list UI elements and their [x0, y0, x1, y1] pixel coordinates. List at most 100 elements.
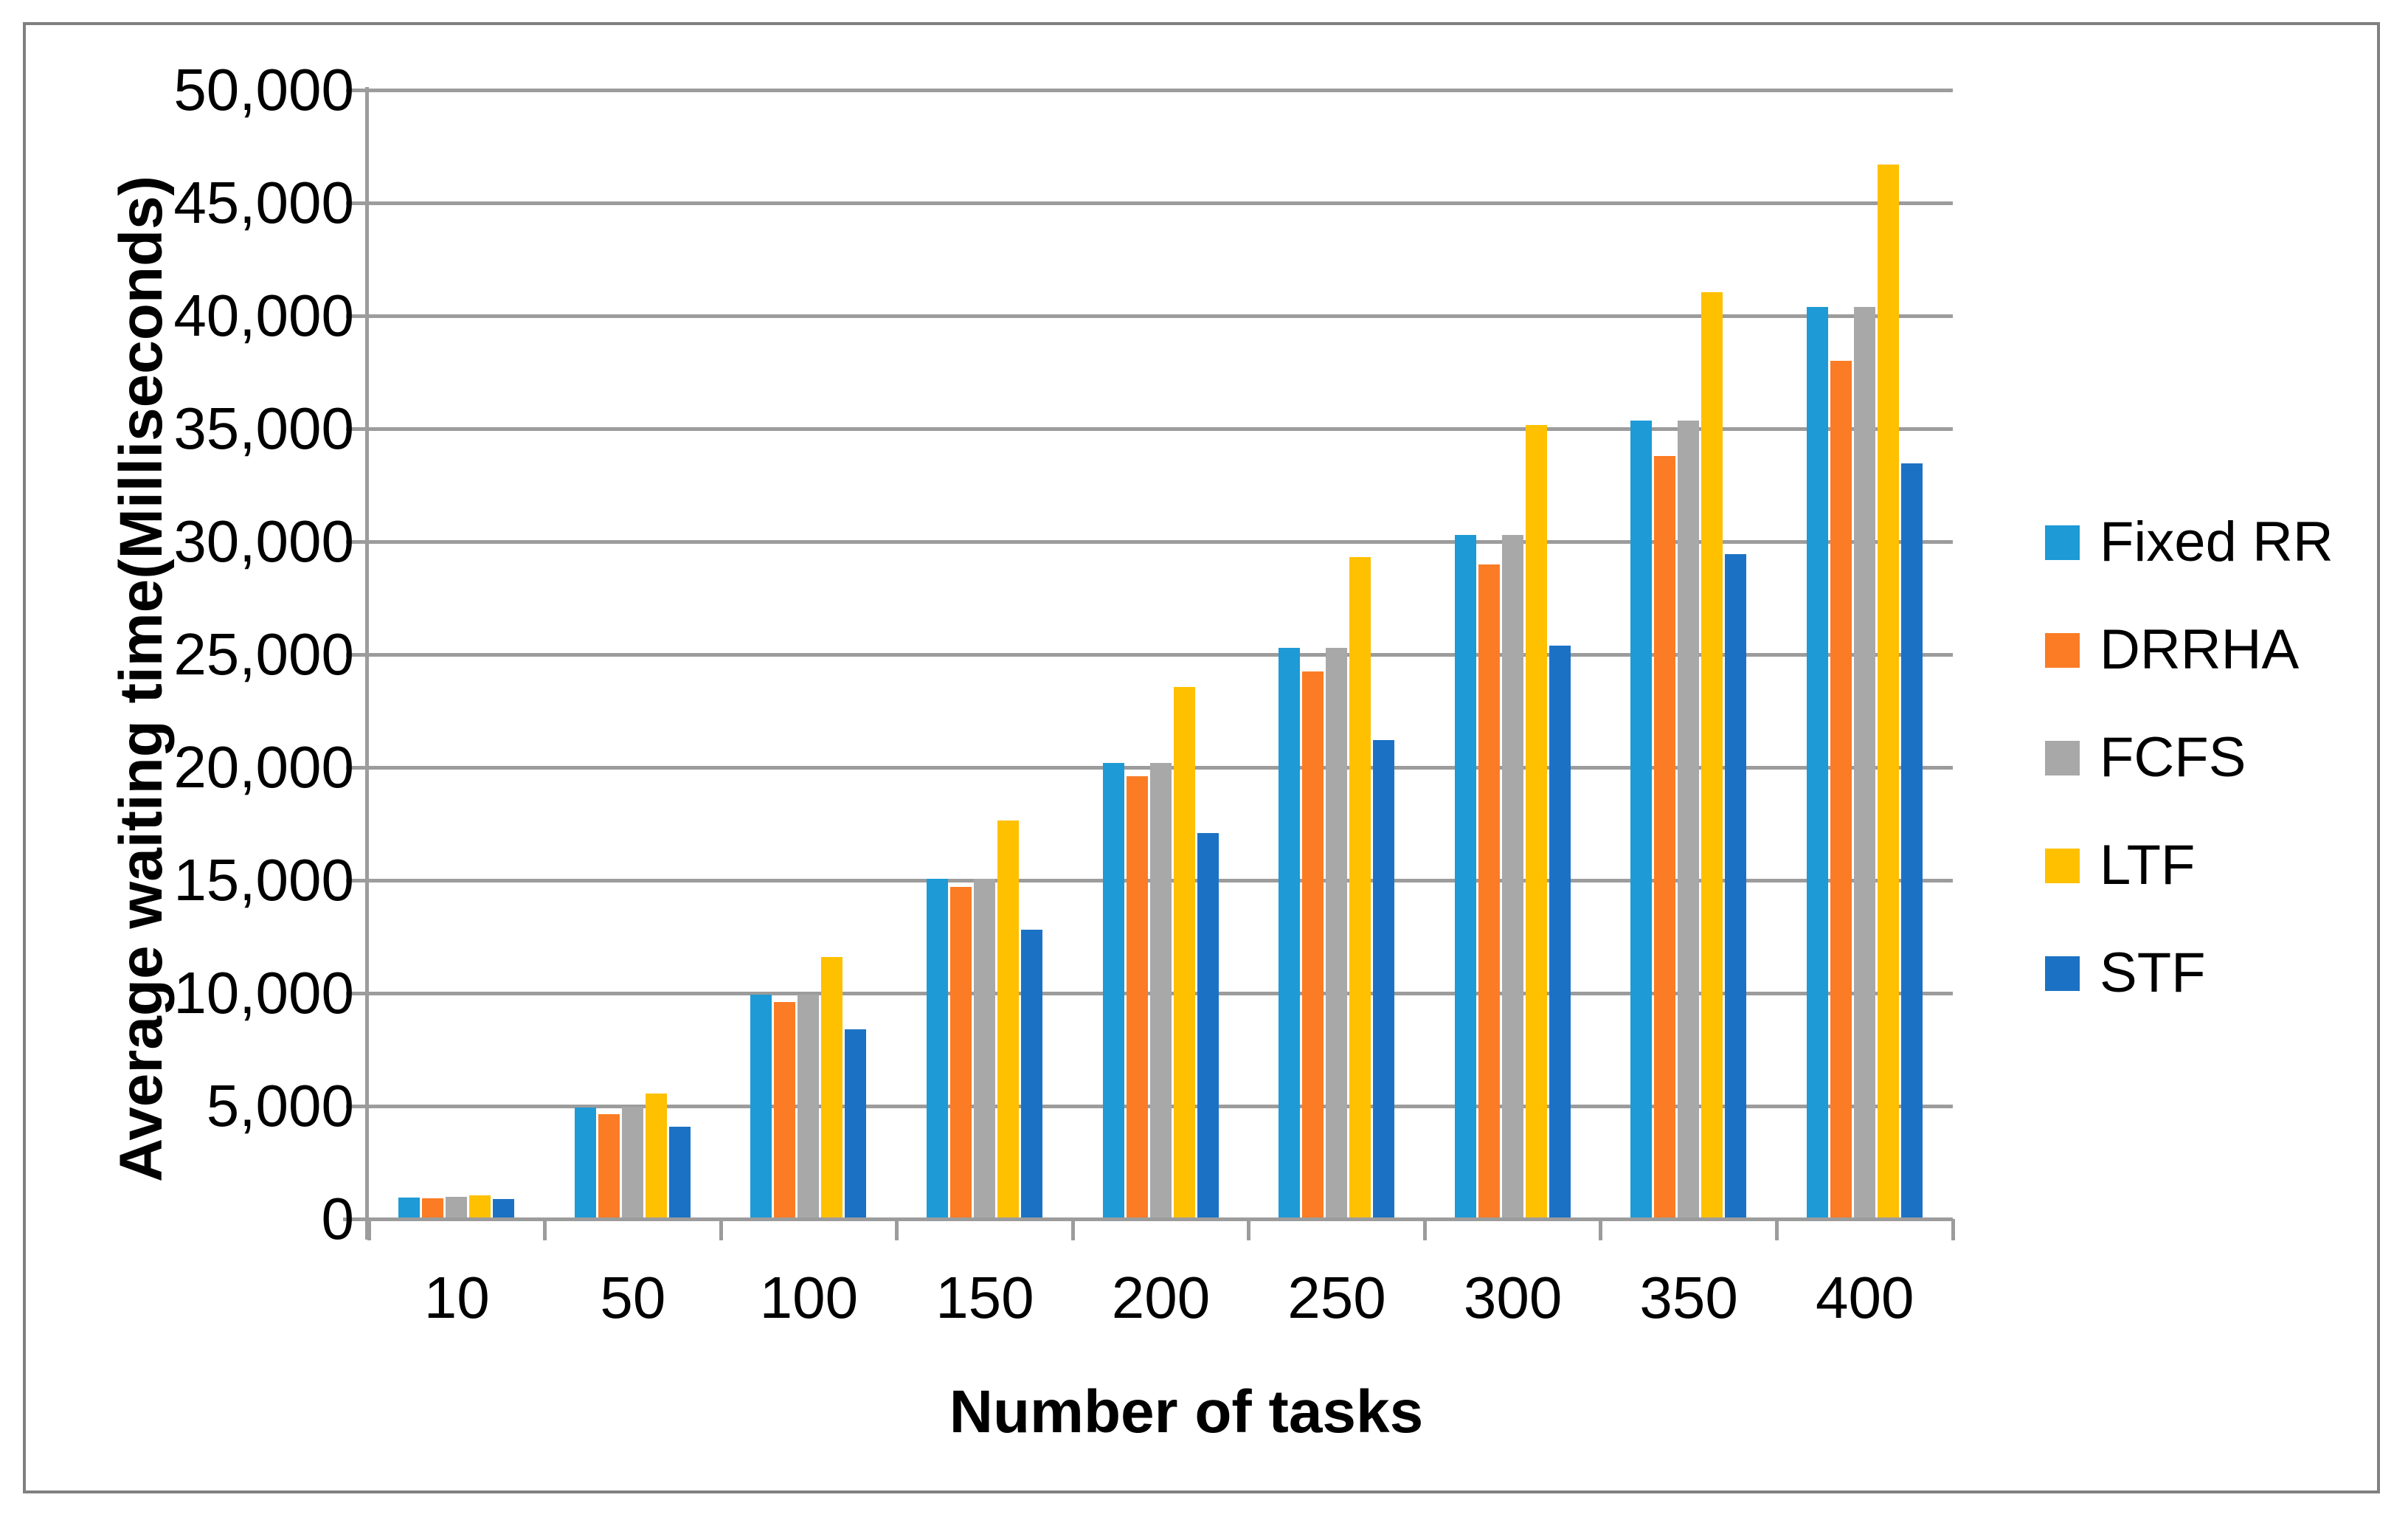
legend-swatch-ltf [2045, 848, 2080, 883]
x-tick-mark [1774, 1219, 1779, 1240]
legend-label: DRRHA [2100, 618, 2300, 681]
bar-stf-10 [493, 1199, 515, 1219]
bar-drrha-350 [1654, 455, 1676, 1219]
x-tick-label: 350 [1639, 1265, 1738, 1330]
y-tick-label: 25,000 [173, 621, 354, 687]
legend-label: FCFS [2100, 726, 2246, 789]
x-tick-label: 50 [600, 1265, 666, 1330]
y-tick-mark [346, 878, 365, 882]
y-tick-label: 35,000 [173, 395, 354, 461]
bar-drrha-150 [949, 887, 972, 1219]
bar-fixed-rr-10 [398, 1197, 421, 1219]
x-tick-mark [543, 1219, 547, 1240]
bar-drrha-250 [1302, 671, 1324, 1219]
bar-drrha-400 [1830, 361, 1852, 1219]
bar-ltf-10 [469, 1195, 491, 1219]
x-tick-label: 10 [423, 1265, 490, 1330]
x-tick-mark [1422, 1219, 1427, 1240]
gridline [369, 652, 1953, 657]
x-tick-label: 100 [759, 1265, 859, 1330]
y-tick-label: 5,000 [206, 1073, 354, 1139]
bar-stf-400 [1900, 463, 1923, 1219]
y-tick-label: 0 [321, 1186, 355, 1251]
legend-item-stf: STF [2045, 945, 2206, 1001]
x-tick-mark [895, 1219, 899, 1240]
gridline [369, 201, 1953, 205]
y-tick-label: 10,000 [173, 960, 354, 1026]
y-tick-label: 20,000 [173, 734, 354, 800]
gridline [369, 539, 1953, 544]
bar-fixed-rr-150 [926, 879, 948, 1219]
bar-fixed-rr-400 [1806, 306, 1828, 1219]
bar-ltf-100 [821, 957, 843, 1219]
x-axis-title: Number of tasks [949, 1378, 1424, 1445]
bar-fixed-rr-300 [1454, 534, 1476, 1219]
legend-item-drrha: DRRHA [2045, 622, 2299, 678]
legend-swatch-stf [2045, 956, 2080, 991]
legend-swatch-fcfs [2045, 740, 2080, 775]
bar-drrha-50 [598, 1113, 620, 1219]
legend-label: STF [2100, 942, 2206, 1004]
legend-swatch-drrha [2045, 632, 2080, 668]
bar-fixed-rr-100 [750, 994, 772, 1219]
y-tick-mark [346, 652, 365, 657]
gridline [369, 314, 1953, 318]
bar-stf-150 [1020, 930, 1042, 1219]
x-tick-label: 200 [1111, 1265, 1211, 1330]
y-tick-mark [346, 1104, 365, 1108]
y-tick-label: 40,000 [173, 283, 354, 348]
bar-fixed-rr-50 [574, 1108, 596, 1219]
bar-stf-300 [1549, 645, 1571, 1219]
y-tick-mark [346, 426, 365, 431]
bar-ltf-250 [1349, 557, 1371, 1219]
x-tick-label: 250 [1287, 1265, 1386, 1330]
bar-fcfs-150 [973, 879, 995, 1219]
bar-fcfs-50 [621, 1107, 643, 1219]
x-axis-line [343, 1217, 1953, 1221]
y-tick-label: 30,000 [173, 508, 354, 574]
x-tick-mark [1951, 1219, 1955, 1240]
bar-stf-350 [1725, 553, 1747, 1219]
bar-fcfs-350 [1678, 421, 1700, 1219]
bar-stf-200 [1197, 832, 1219, 1219]
bar-fixed-rr-200 [1102, 762, 1124, 1219]
bar-drrha-10 [422, 1198, 444, 1219]
bar-fixed-rr-350 [1630, 421, 1653, 1219]
y-tick-label: 45,000 [173, 170, 354, 235]
chart-frame: Average waiting time(Milliseconds) Numbe… [23, 22, 2380, 1493]
gridline [369, 426, 1953, 431]
x-tick-mark [367, 1219, 371, 1240]
gridline [369, 88, 1953, 92]
bar-drrha-200 [1126, 776, 1148, 1219]
y-axis-line [365, 87, 369, 1240]
bar-stf-250 [1373, 740, 1395, 1219]
bar-fcfs-250 [1326, 647, 1348, 1219]
y-tick-mark [346, 88, 365, 92]
legend-swatch-fixed-rr [2045, 525, 2080, 560]
bar-fcfs-400 [1853, 306, 1875, 1219]
y-tick-mark [346, 314, 365, 318]
x-tick-mark [1070, 1219, 1075, 1240]
x-tick-label: 300 [1463, 1265, 1563, 1330]
x-tick-label: 150 [935, 1265, 1034, 1330]
x-tick-mark [1247, 1219, 1251, 1240]
bar-fcfs-10 [446, 1197, 468, 1219]
bar-fixed-rr-250 [1279, 647, 1301, 1219]
y-tick-label: 50,000 [173, 57, 354, 122]
legend-item-fcfs: FCFS [2045, 730, 2246, 786]
bar-drrha-100 [774, 1002, 796, 1219]
bar-stf-100 [845, 1029, 867, 1219]
x-tick-label: 400 [1815, 1265, 1914, 1330]
bar-ltf-350 [1701, 291, 1723, 1219]
y-tick-mark [346, 765, 365, 770]
bar-fcfs-300 [1501, 534, 1523, 1219]
bar-ltf-150 [997, 820, 1019, 1219]
y-tick-label: 15,000 [173, 847, 354, 913]
y-tick-mark [346, 991, 365, 995]
bar-drrha-300 [1478, 564, 1500, 1219]
y-tick-mark [346, 539, 365, 544]
bar-ltf-50 [645, 1094, 667, 1219]
bar-ltf-300 [1525, 425, 1547, 1219]
legend-item-fixed-rr: Fixed RR [2045, 514, 2333, 570]
